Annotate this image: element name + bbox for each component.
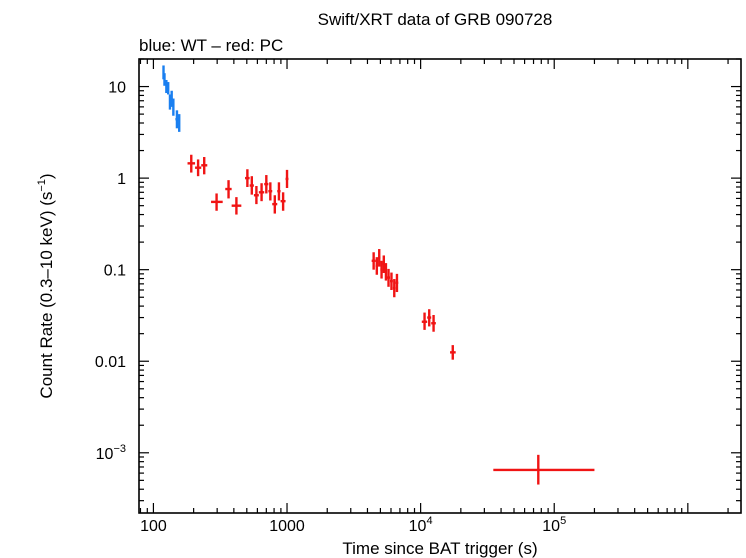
data-point xyxy=(178,114,181,132)
data-point xyxy=(395,273,399,293)
data-point xyxy=(431,314,436,332)
data-point xyxy=(386,268,391,287)
x-tick-label-exp: 4 xyxy=(426,515,432,527)
y-tick-label: 0.1 xyxy=(104,263,126,280)
data-point xyxy=(277,182,281,201)
y-tick-label-base: 1 xyxy=(117,171,126,188)
x-tick-label-base: 10 xyxy=(542,518,560,535)
chart-subtitle: blue: WT – red: PC xyxy=(139,36,283,55)
data-point xyxy=(371,252,376,270)
data-point xyxy=(285,169,289,188)
data-point xyxy=(225,180,232,199)
data-point xyxy=(450,345,456,360)
data-point xyxy=(163,73,166,86)
data-point xyxy=(384,263,388,281)
data-point xyxy=(211,193,223,211)
y-tick-label: 1 xyxy=(117,171,126,188)
series-0 xyxy=(162,65,181,132)
x-tick-label-base: 1000 xyxy=(269,518,305,535)
plot-frame xyxy=(138,58,742,514)
data-point xyxy=(280,192,286,211)
y-axis-label-sup: −1 xyxy=(36,179,48,192)
y-axis-label: Count Rate (0.3–10 keV) (s−1) xyxy=(36,173,56,398)
x-tick-label: 1000 xyxy=(269,518,305,535)
x-tick-label-base: 100 xyxy=(140,518,167,535)
y-tick-label-exp: −3 xyxy=(113,443,126,455)
y-tick-label-base: 10 xyxy=(108,80,126,97)
series-1 xyxy=(187,154,595,485)
data-point xyxy=(375,257,379,275)
data-point xyxy=(166,82,170,95)
chart-title: Swift/XRT data of GRB 090728 xyxy=(318,10,553,29)
x-tick-label-exp: 5 xyxy=(560,515,566,527)
x-tick-label: 105 xyxy=(542,515,566,535)
data-point xyxy=(253,186,259,205)
data-point xyxy=(231,197,242,215)
data-point xyxy=(264,175,269,194)
data-point xyxy=(427,309,432,327)
data-point xyxy=(245,169,250,187)
y-axis-label-end: ) xyxy=(37,173,56,179)
data-point xyxy=(378,249,381,267)
data-point xyxy=(165,79,168,94)
axis-ticks xyxy=(139,58,741,513)
data-point xyxy=(421,312,428,330)
data-series xyxy=(162,65,595,485)
x-axis-label: Time since BAT trigger (s) xyxy=(342,539,537,558)
y-tick-label-base: 0.1 xyxy=(104,263,126,280)
data-point xyxy=(380,260,383,279)
x-tick-label: 104 xyxy=(409,515,433,535)
data-point xyxy=(390,272,393,290)
y-tick-label: 10−3 xyxy=(96,443,126,463)
data-point xyxy=(172,98,175,116)
data-point xyxy=(392,279,396,298)
x-tick-label-base: 10 xyxy=(409,518,427,535)
data-point xyxy=(201,157,208,175)
x-tick-labels: 100 1000 104 105 xyxy=(140,515,566,535)
y-tick-label-base: 0.01 xyxy=(95,354,126,371)
data-point xyxy=(258,183,265,202)
y-tick-label: 0.01 xyxy=(95,354,126,371)
x-tick-label: 100 xyxy=(140,518,167,535)
data-point xyxy=(272,195,278,214)
data-point xyxy=(187,154,196,173)
y-tick-label-base: 10 xyxy=(96,446,114,463)
data-point xyxy=(493,454,595,485)
data-point xyxy=(268,182,273,201)
data-point xyxy=(382,255,385,273)
y-axis-label-main: Count Rate (0.3–10 keV) (s xyxy=(37,192,56,399)
data-point xyxy=(195,159,202,177)
y-tick-label: 10 xyxy=(108,80,126,97)
data-point xyxy=(175,110,179,129)
data-point xyxy=(249,176,254,195)
